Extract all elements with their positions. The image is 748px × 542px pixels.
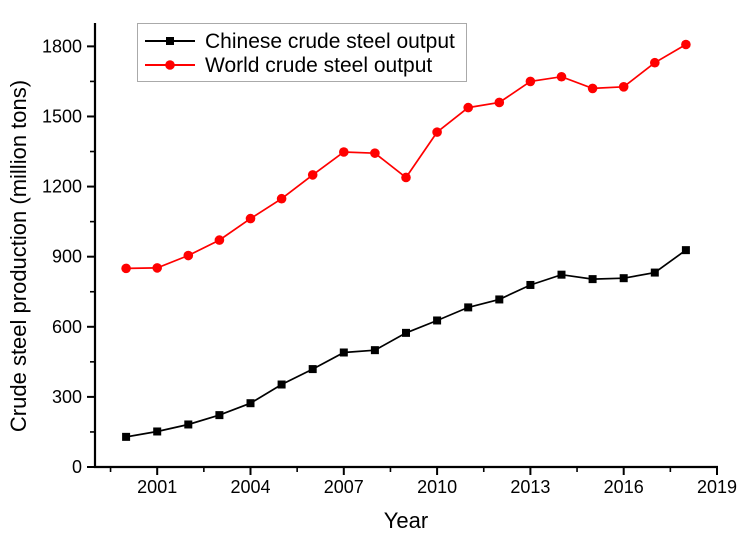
data-point-square (215, 411, 224, 420)
data-point-circle (121, 263, 131, 274)
legend-circle-marker-icon (145, 60, 195, 70)
legend-item-chinese: Chinese crude steel output (144, 29, 466, 53)
x-tick-label: 2016 (604, 477, 644, 497)
data-point-square (495, 295, 504, 304)
data-point-square (650, 268, 659, 277)
data-point-circle (307, 170, 318, 180)
legend-square-marker-icon (145, 37, 195, 45)
data-point-square (464, 303, 473, 312)
data-point-square (557, 270, 566, 279)
data-point-circle (618, 81, 629, 92)
data-point-circle (432, 127, 442, 137)
data-point-square (433, 316, 442, 325)
data-point-square (246, 399, 255, 408)
y-tick-label: 1800 (42, 36, 82, 56)
x-tick-label: 2001 (137, 477, 177, 497)
data-point-square (277, 380, 286, 389)
legend-item-world: World crude steel output (144, 53, 466, 77)
data-point-square (588, 275, 597, 284)
data-point-circle (525, 76, 536, 87)
data-point-square (153, 427, 162, 436)
data-point-square (681, 246, 690, 255)
y-tick-label: 1200 (42, 177, 82, 197)
data-point-square (184, 420, 193, 429)
y-tick-label: 300 (52, 387, 82, 407)
data-point-circle (152, 263, 162, 273)
y-axis-title: Crude steel production (million tons) (6, 79, 31, 433)
data-point-circle (463, 102, 474, 113)
data-point-circle (276, 193, 287, 204)
legend: Chinese crude steel output World crude s… (137, 23, 467, 82)
data-point-square (308, 365, 317, 374)
data-point-square (619, 274, 628, 283)
y-tick-label: 1500 (42, 106, 82, 126)
data-point-circle (183, 250, 194, 261)
data-point-square (122, 432, 131, 441)
data-point-circle (650, 57, 660, 68)
data-point-circle (556, 71, 567, 82)
data-point-circle (494, 97, 505, 108)
legend-label-chinese: Chinese crude steel output (205, 29, 455, 53)
data-point-circle (214, 235, 225, 245)
x-tick-label: 2019 (697, 477, 737, 497)
data-point-circle (681, 39, 691, 50)
data-point-circle (339, 147, 349, 157)
data-point-square (370, 346, 379, 355)
y-tick-label: 900 (52, 247, 82, 267)
y-tick-label: 0 (72, 457, 82, 477)
data-point-circle (401, 172, 411, 183)
legend-label-world: World crude steel output (205, 53, 433, 77)
series-line-square (125, 249, 687, 438)
x-tick-label: 2010 (417, 477, 457, 497)
x-tick-label: 2004 (230, 477, 270, 497)
x-axis-title: Year (383, 508, 429, 533)
data-point-square (402, 328, 410, 337)
x-tick-label: 2007 (324, 477, 364, 497)
data-point-circle (587, 83, 598, 94)
x-tick-label: 2013 (510, 477, 550, 497)
data-point-square (339, 348, 348, 357)
data-point-circle (245, 213, 256, 224)
data-point-circle (370, 148, 380, 158)
data-point-square (526, 280, 535, 289)
y-tick-label: 600 (52, 317, 82, 337)
